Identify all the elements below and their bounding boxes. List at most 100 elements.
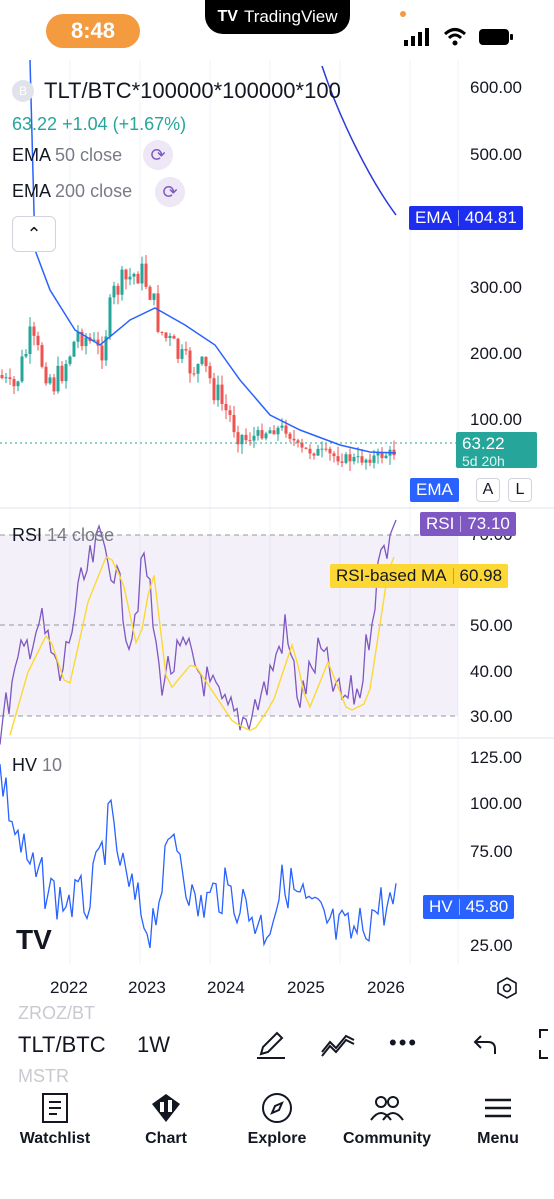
candle-body xyxy=(92,339,96,342)
candle-body xyxy=(104,336,108,361)
ema-scale-button[interactable]: EMA xyxy=(410,478,459,502)
symbol-picker[interactable]: TLT/BTC xyxy=(18,1032,106,1057)
candle-body xyxy=(100,345,104,361)
candle-body xyxy=(308,448,312,454)
collapse-legend-button[interactable]: ⌃ xyxy=(12,216,56,252)
candle-body xyxy=(260,430,264,439)
candle-body xyxy=(128,276,132,280)
rsi-line xyxy=(0,519,397,745)
candle-body xyxy=(328,448,332,454)
candle-body xyxy=(220,384,224,404)
hamburger-icon xyxy=(485,1098,511,1118)
refresh-icon[interactable]: ⟳ xyxy=(143,140,173,170)
candle-body xyxy=(72,341,76,357)
candle-body xyxy=(364,459,368,463)
candle-body xyxy=(52,377,56,392)
candle-body xyxy=(168,335,172,339)
candle-body xyxy=(324,448,328,450)
tradingview-logo-icon: TV xyxy=(217,8,238,25)
time-axis-label: 2023 xyxy=(128,978,166,997)
candle-body xyxy=(36,335,40,346)
interval-button[interactable]: 1W xyxy=(137,1032,170,1057)
candle-body xyxy=(148,286,152,300)
indicator-ema50-label[interactable]: EMA 50 close xyxy=(12,145,123,165)
status-time: 8:48 xyxy=(46,14,140,48)
symbol-title[interactable]: TLT/BTC*100000*100000*100 xyxy=(44,78,341,103)
symbol-picker-next[interactable]: MSTR xyxy=(18,1066,69,1086)
candle-body xyxy=(228,410,232,415)
candle-body xyxy=(212,378,216,401)
signal-icon xyxy=(404,28,429,46)
fullscreen-icon[interactable] xyxy=(536,1028,554,1060)
candle-body xyxy=(384,455,388,459)
ema50-line xyxy=(29,60,397,454)
settings-icon[interactable] xyxy=(496,977,518,999)
price-axis-label: 300.00 xyxy=(470,278,522,297)
undo-icon[interactable] xyxy=(472,1032,498,1056)
candle-body xyxy=(236,432,240,445)
rsi-axis-label: 50.00 xyxy=(470,616,513,635)
candle-body xyxy=(68,356,72,364)
candle-body xyxy=(320,448,324,450)
candle-body xyxy=(40,345,44,367)
candle-body xyxy=(296,440,300,443)
symbol-picker-prev[interactable]: ZROZ/BT xyxy=(18,1003,95,1023)
hv-axis-label: 25.00 xyxy=(470,936,513,955)
candle-body xyxy=(292,438,296,441)
indicator-ema200-label[interactable]: EMA 200 close xyxy=(12,181,133,201)
ema200-line xyxy=(321,65,397,216)
candle-body xyxy=(208,366,212,379)
nav-watchlist[interactable]: Watchlist xyxy=(5,1092,105,1148)
candle-body xyxy=(156,293,160,332)
candle-body xyxy=(0,375,4,379)
app-banner-label: TradingView xyxy=(243,7,338,26)
candle-body xyxy=(48,377,52,384)
hv-axis-label: 100.00 xyxy=(470,794,522,813)
candle-body xyxy=(132,273,136,277)
candle-body xyxy=(256,430,260,436)
candle-body xyxy=(108,297,112,337)
chart-icon xyxy=(152,1094,180,1122)
log-scale-button[interactable]: L xyxy=(508,478,532,502)
candle-body xyxy=(380,452,384,459)
indicators-icon[interactable] xyxy=(320,1030,356,1058)
candle-body xyxy=(64,363,68,382)
candle-body xyxy=(304,447,308,449)
refresh-icon[interactable]: ⟳ xyxy=(155,177,185,207)
candle-body xyxy=(196,364,200,374)
candle-body xyxy=(272,430,276,435)
rsi-value-tag: RSI 73.10 xyxy=(420,512,516,536)
hv-axis-label: 75.00 xyxy=(470,842,513,861)
pencil-icon[interactable] xyxy=(255,1028,287,1060)
candle-body xyxy=(24,354,28,357)
candle-body xyxy=(340,461,344,463)
nav-community[interactable]: Community xyxy=(337,1092,437,1148)
hv-pane-label[interactable]: HV 10 xyxy=(12,755,63,775)
candle-body xyxy=(44,366,48,384)
rsi-pane-label[interactable]: RSI 14 close xyxy=(12,525,115,545)
candle-body xyxy=(152,293,156,300)
candle-body xyxy=(224,403,228,411)
rsi-ma-line xyxy=(9,556,395,736)
watchlist-icon xyxy=(42,1093,68,1123)
hv-value-tag: HV 45.80 xyxy=(423,895,515,919)
candle-body xyxy=(284,425,288,434)
chevron-up-icon: ⌃ xyxy=(26,223,42,244)
nav-chart[interactable]: Chart xyxy=(116,1092,216,1148)
candle-body xyxy=(80,331,84,347)
price-axis-label: 100.00 xyxy=(470,410,522,429)
change-percent: (+1.67%) xyxy=(112,114,187,134)
candle-body xyxy=(344,454,348,463)
candle-body xyxy=(176,338,180,359)
candle-body xyxy=(20,356,24,382)
candle-body xyxy=(372,455,376,463)
nav-explore[interactable]: Explore xyxy=(227,1092,327,1148)
nav-menu[interactable]: Menu xyxy=(448,1092,548,1148)
auto-scale-button[interactable]: A xyxy=(476,478,500,502)
candle-body xyxy=(200,356,204,365)
candle-body xyxy=(368,459,372,463)
more-icon[interactable]: ••• xyxy=(389,1030,419,1055)
candle-body xyxy=(76,331,80,342)
candle-body xyxy=(96,339,100,346)
candle-body xyxy=(240,434,244,445)
